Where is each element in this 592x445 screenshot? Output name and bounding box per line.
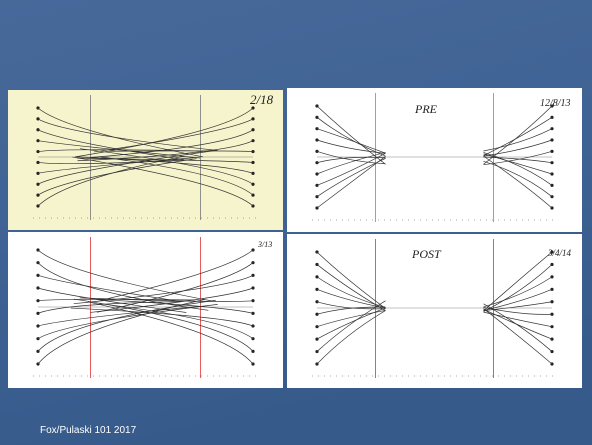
trace-line xyxy=(37,298,195,302)
trace-line xyxy=(316,307,386,340)
trace-line xyxy=(316,128,386,154)
trace-line xyxy=(483,117,553,156)
trace-line xyxy=(483,128,553,152)
trace-line xyxy=(483,160,553,197)
trace-line xyxy=(316,139,386,154)
trace-line xyxy=(90,129,254,158)
trace-line xyxy=(483,301,553,312)
dot xyxy=(36,160,40,165)
trace-line xyxy=(316,105,386,165)
trace-line xyxy=(316,306,386,315)
trace-line xyxy=(37,155,185,207)
trace-line xyxy=(72,156,254,207)
trace-line xyxy=(483,309,553,340)
panel-date: 12/8/13 xyxy=(540,98,571,109)
trace-line xyxy=(483,153,553,175)
trace-line xyxy=(73,298,254,352)
trace-line xyxy=(96,262,254,313)
trace-line xyxy=(37,149,199,152)
dot xyxy=(36,139,40,143)
panel-label: PRE xyxy=(414,102,438,116)
trace-line xyxy=(316,289,386,309)
trace-line xyxy=(483,156,553,164)
trace-line xyxy=(37,149,218,185)
trace-line xyxy=(316,151,386,165)
trace-line xyxy=(483,251,553,312)
scanned-image xyxy=(8,90,283,230)
trace-line xyxy=(108,150,254,152)
trace-line xyxy=(37,301,181,314)
trace-line xyxy=(316,156,386,209)
trace-line xyxy=(483,308,553,365)
trace-line xyxy=(37,158,197,196)
trace-line xyxy=(37,159,192,165)
dot xyxy=(315,149,319,153)
trace-line xyxy=(106,249,254,300)
trace-line xyxy=(316,251,386,309)
trace-line xyxy=(94,118,254,153)
trace-line xyxy=(37,304,218,339)
trace-line xyxy=(483,264,553,312)
trace-line xyxy=(316,301,386,310)
trace-line xyxy=(100,156,254,196)
trace-line xyxy=(80,148,254,185)
panels xyxy=(8,88,582,388)
panel-date: 3/4/14 xyxy=(547,248,572,258)
dot xyxy=(550,149,554,153)
trace-line xyxy=(37,274,183,303)
trace-line xyxy=(37,118,216,151)
panel-date: 3/13 xyxy=(257,240,272,249)
trace-line xyxy=(37,299,216,352)
trace-line xyxy=(483,105,553,165)
trace-line xyxy=(316,152,386,175)
panel-label: POST xyxy=(411,247,442,261)
trace-line xyxy=(316,300,386,352)
dot xyxy=(251,139,255,143)
trace-line xyxy=(37,249,213,302)
trace-line xyxy=(483,152,553,186)
trace-line xyxy=(88,301,254,365)
panel-date: 2/18 xyxy=(250,92,274,107)
trace-line xyxy=(37,306,198,327)
trace-line xyxy=(483,307,553,315)
footer-text: Fox/Pulaski 101 2017 xyxy=(40,425,137,436)
trace-line xyxy=(37,262,209,311)
trace-line xyxy=(316,310,386,365)
trace-line xyxy=(316,310,386,328)
trace-line xyxy=(316,156,386,164)
trace-line xyxy=(483,276,553,308)
trace-line xyxy=(316,117,386,157)
trace-line xyxy=(70,307,254,327)
trace-line xyxy=(483,155,553,209)
scanned-image xyxy=(287,234,582,388)
